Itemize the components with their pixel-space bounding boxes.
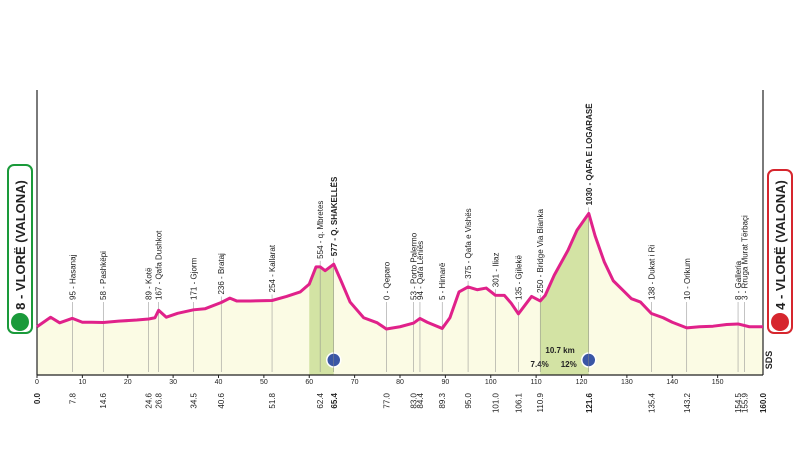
km-label: 101.0 [491, 392, 500, 413]
waypoint-label: 3 - Rruga Murat Tërbaçi [740, 215, 749, 300]
climb-area [540, 213, 589, 375]
km-label: 51.8 [268, 392, 277, 408]
km-label: 160.0 [759, 392, 768, 413]
km-label: 65.4 [330, 392, 339, 408]
x-tick-label: 30 [169, 379, 177, 386]
x-tick-label: 110 [531, 379, 542, 386]
km-label: 14.6 [99, 392, 108, 408]
km-label: 155.9 [740, 392, 749, 413]
finish-label: 4 - VLORË (VALONA) [773, 180, 788, 310]
climb-length: 10.7 km [545, 346, 574, 355]
km-label: 143.2 [683, 392, 692, 413]
waypoint-label: 236 - Brataj [217, 253, 226, 295]
x-tick-label: 20 [124, 379, 132, 386]
brand: SDS [764, 351, 774, 370]
finish-badge [767, 169, 793, 334]
waypoint-label: 1030 - QAFA E LOGARASË [585, 103, 594, 206]
x-tick-label: 120 [576, 379, 588, 386]
waypoint-label: 95 - Hasanaj [68, 254, 77, 300]
waypoint-label: 89 - Kotë [145, 267, 154, 300]
km-label: 95.0 [464, 392, 473, 408]
x-tick-label: 130 [621, 379, 633, 386]
km-label: 77.0 [382, 392, 391, 408]
km-label: 110.9 [536, 392, 545, 412]
km-label: 154.5 [734, 392, 743, 413]
waypoint-label: 0 - Qeparo [382, 261, 391, 300]
km-label: 62.4 [316, 392, 325, 408]
waypoint-label: 58 - Pashkëpi [99, 251, 108, 300]
km-label: 83.0 [410, 392, 419, 408]
waypoint-label: 554 - q. Mbretes [316, 201, 325, 259]
x-tick-label: 60 [305, 379, 313, 386]
waypoint-label: 94 - Qafa Lëniës [416, 241, 425, 300]
finish-icon [771, 313, 789, 331]
km-label: 106.1 [514, 392, 523, 413]
climb-gradient: 7.4% [531, 360, 549, 369]
km-label: 34.5 [190, 392, 199, 408]
km-label: 84.4 [416, 392, 425, 408]
waypoint-label: 254 - Kallarat [268, 244, 277, 292]
climb-area [309, 264, 334, 375]
km-label: 24.6 [145, 392, 154, 408]
waypoint-label: 138 - Dukat i Ri [647, 245, 656, 300]
x-tick-label: 0 [35, 379, 39, 386]
climb-max: 12% [561, 360, 577, 369]
km-label: 40.6 [217, 392, 226, 408]
waypoint-label: 8 - Galleria [734, 260, 743, 300]
start-icon [11, 313, 29, 331]
km-label: 121.6 [585, 392, 594, 413]
x-tick-label: 140 [666, 379, 678, 386]
waypoint-label: 250 - Bridge Via Bianka [536, 208, 545, 292]
waypoint-label: 577 - Q. SHAKELLËS [330, 176, 339, 256]
km-label: 7.8 [68, 392, 77, 404]
x-tick-label: 10 [78, 379, 86, 386]
km-label: 26.8 [155, 392, 164, 408]
x-tick-label: 80 [396, 379, 404, 386]
waypoint-label: 135 - Gjilekë [514, 255, 523, 300]
waypoint-label: 171 - Gjorm [190, 257, 199, 300]
x-tick-label: 50 [260, 379, 268, 386]
x-tick-label: 150 [712, 379, 724, 386]
x-tick-label: 90 [441, 379, 449, 386]
start-badge [7, 164, 33, 334]
waypoint-label: 5 - Himarë [438, 262, 447, 300]
waypoint-label: 375 - Qafa e Vishës [464, 208, 473, 279]
x-tick-label: 40 [215, 379, 223, 386]
km-label: 0.0 [33, 392, 42, 404]
waypoint-label: 53 - Porto Palermo [410, 232, 419, 300]
km-label: 135.4 [647, 392, 656, 413]
profile-line [36, 211, 763, 331]
x-tick-label: 100 [485, 379, 497, 386]
waypoint-label: 167 - Qafa Dushkot [155, 230, 164, 300]
x-tick-label: 70 [351, 379, 359, 386]
start-label: 8 - VLORË (VALONA) [13, 180, 28, 310]
waypoint-label: 301 - Iliaz [491, 253, 500, 288]
waypoint-label: 10 - Orikum [683, 258, 692, 300]
km-label: 89.3 [438, 392, 447, 408]
